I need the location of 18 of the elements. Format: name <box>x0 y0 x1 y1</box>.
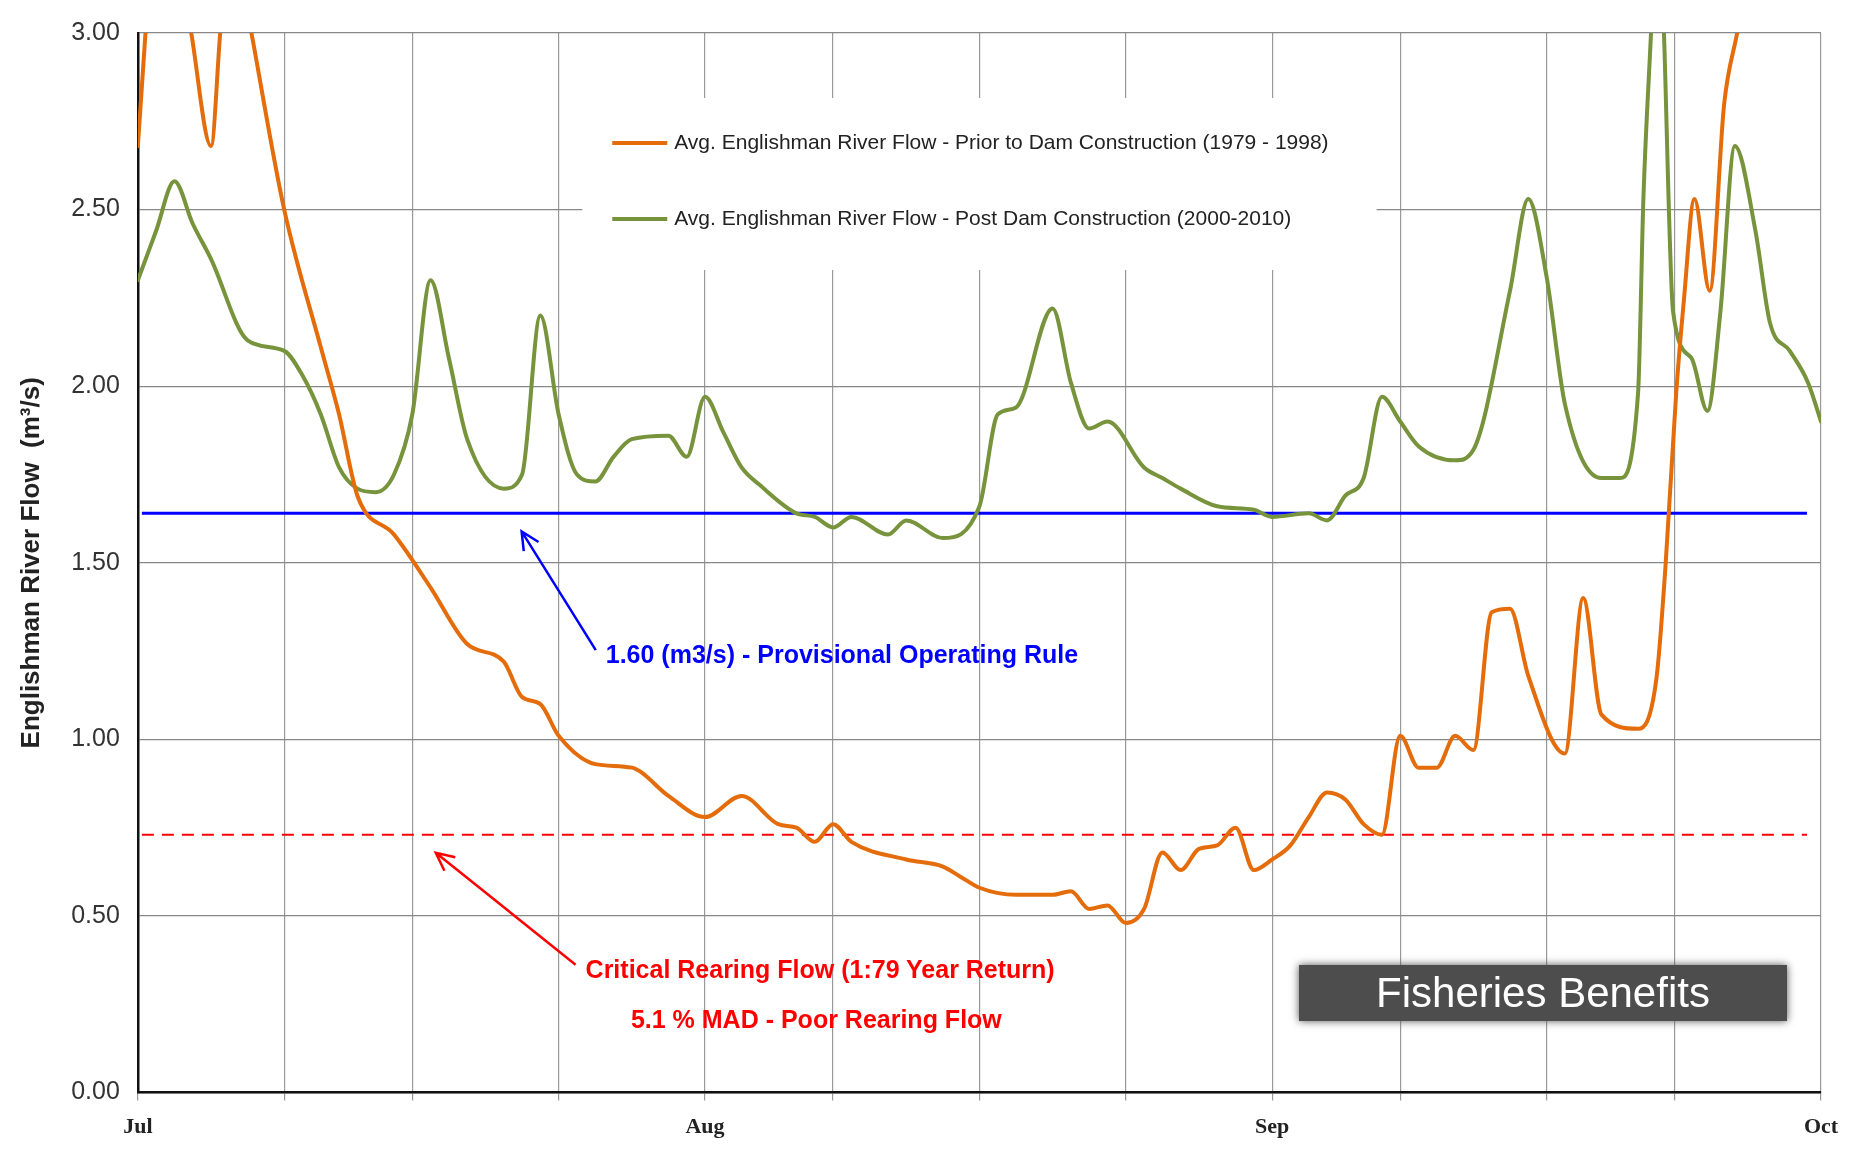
ref-line-label: Critical Rearing Flow (1:79 Year Return) <box>585 954 1055 983</box>
x-tick-label: Oct <box>1803 1113 1839 1139</box>
x-tick-label: Jul <box>123 1113 153 1139</box>
y-tick-label: 1.50 <box>71 546 120 575</box>
x-tick-label: Sep <box>1255 1113 1290 1139</box>
annotation: 5.1 % MAD - Poor Rearing Flow <box>630 1004 1003 1033</box>
y-tick-label: 1.00 <box>71 723 120 752</box>
y-tick-label: 2.50 <box>71 193 120 222</box>
y-tick-label: 3.00 <box>71 16 120 45</box>
y-tick-label: 2.00 <box>71 370 120 399</box>
x-tick-label: Aug <box>685 1113 725 1139</box>
ref-line-label: 1.60 (m3/s) - Provisional Operating Rule <box>605 639 1079 668</box>
y-axis-title: Englishman River Flow (m³/s) <box>14 377 45 749</box>
legend-label: Avg. Englishman River Flow - Prior to Dam Construction (1979 - 1998) <box>674 129 1329 153</box>
legend-label: Avg. Englishman River Flow - Post Dam Construction (2000-2010) <box>674 205 1292 229</box>
y-tick-label: 0.50 <box>71 899 120 928</box>
y-tick-label: 0.00 <box>71 1076 120 1105</box>
caption-box: Fisheries Benefits <box>1299 965 1787 1021</box>
